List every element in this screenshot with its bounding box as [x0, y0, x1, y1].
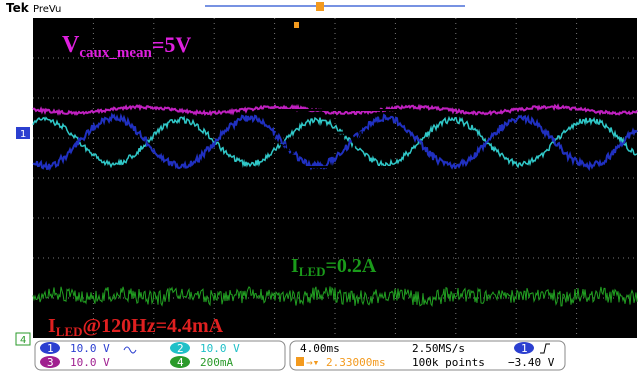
scope-screenshot: Tek PreVu 1 4 Vcaux_mean=5V Vripple= 7V … [0, 0, 638, 371]
iled-main: I [291, 255, 299, 277]
ch2-id: 2 [177, 342, 184, 355]
iled120-sub: LED [56, 324, 83, 339]
vcaux-sub: caux_mean [79, 45, 152, 61]
ch3-scale: 10.0 V [70, 356, 110, 369]
vripple-sub: ripple [279, 139, 318, 155]
vcaux-rest: =5V [152, 32, 192, 57]
trigger-arrow: →▾ [306, 356, 319, 369]
record-marker [316, 2, 324, 11]
sample-rate: 2.50MS/s [412, 342, 465, 355]
vripple-rest: = 7V [318, 126, 363, 151]
ch2-scale: 10.0 V [200, 342, 240, 355]
trigger-source: 1 [521, 342, 528, 355]
vcaux-main: V [62, 32, 80, 58]
trigger-level: −3.40 V [508, 356, 555, 369]
iled-rest: =0.2A [326, 255, 377, 277]
trigger-pos: 2.33000ms [326, 356, 386, 369]
ch4-marker: 4 [20, 335, 26, 346]
ch4-scale: 200mA [200, 356, 233, 369]
ch1-marker: 1 [20, 129, 26, 140]
record-length: 100k points [412, 356, 485, 369]
iled120-rest: @120Hz=4.4mA [83, 315, 224, 337]
timebase: 4.00ms [300, 342, 340, 355]
mode: PreVu [33, 4, 61, 15]
iled120-main: I [48, 315, 56, 337]
vripple-main: V [262, 126, 280, 152]
brand: Tek [6, 1, 30, 15]
ch1-scale: 10.0 V [70, 342, 110, 355]
trigger-pos-icon [296, 357, 304, 366]
ch4-id: 4 [177, 356, 184, 369]
ch1-id: 1 [47, 342, 54, 355]
trigger-pos-marker [294, 22, 299, 28]
iled-sub: LED [299, 264, 326, 279]
ch3-id: 3 [47, 356, 54, 369]
